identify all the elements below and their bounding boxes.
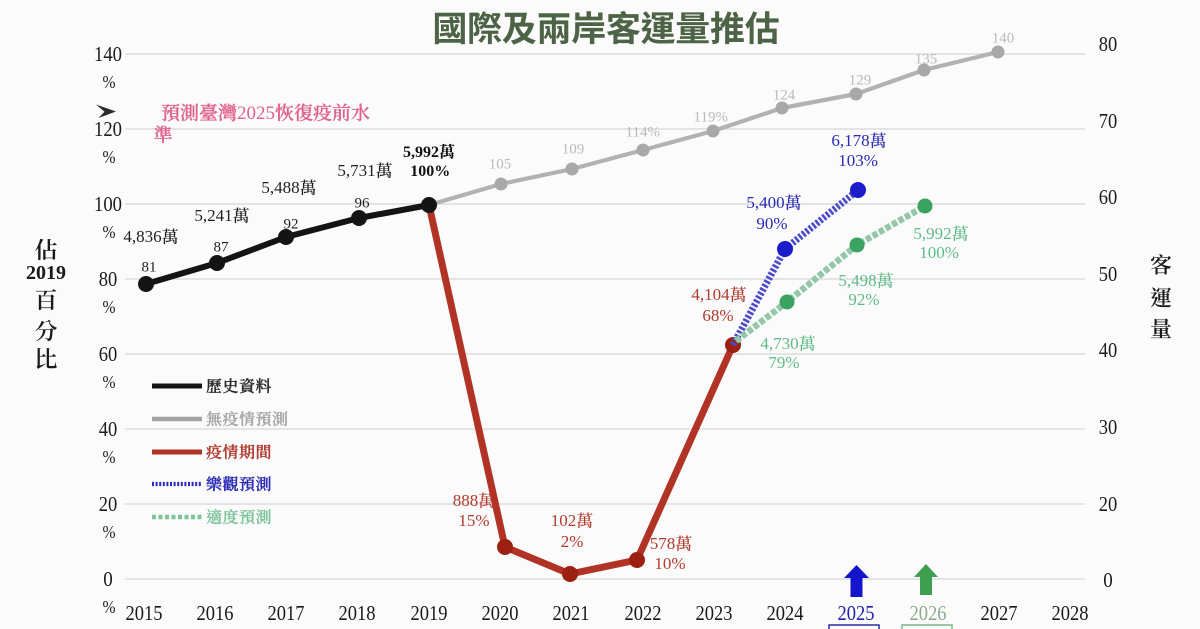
svg-text:4,730: 4,730 bbox=[760, 334, 798, 353]
svg-text:888: 888 bbox=[453, 491, 479, 510]
svg-text:2024: 2024 bbox=[767, 601, 804, 625]
svg-text:60: 60 bbox=[99, 342, 118, 366]
svg-text:92: 92 bbox=[284, 216, 299, 232]
svg-text:10%: 10% bbox=[654, 554, 685, 573]
svg-text:2015: 2015 bbox=[126, 601, 163, 625]
svg-text:6,178: 6,178 bbox=[831, 131, 869, 150]
svg-text:2022: 2022 bbox=[625, 601, 662, 625]
svg-text:90%: 90% bbox=[756, 214, 787, 233]
svg-text:%: % bbox=[103, 597, 116, 617]
svg-text:40: 40 bbox=[99, 417, 118, 441]
svg-text:0: 0 bbox=[103, 567, 113, 591]
svg-text:2026: 2026 bbox=[910, 601, 947, 625]
svg-text:124: 124 bbox=[773, 87, 796, 103]
svg-text:50: 50 bbox=[1099, 262, 1118, 286]
svg-text:87: 87 bbox=[214, 239, 230, 255]
svg-text:5,992: 5,992 bbox=[913, 224, 951, 243]
svg-text:100%: 100% bbox=[410, 163, 450, 180]
svg-text:140: 140 bbox=[94, 42, 122, 66]
svg-text:2020: 2020 bbox=[482, 601, 519, 625]
svg-text:103%: 103% bbox=[838, 151, 878, 170]
svg-text:5,400: 5,400 bbox=[746, 193, 784, 212]
svg-text:140: 140 bbox=[992, 30, 1015, 46]
svg-text:2017: 2017 bbox=[268, 601, 305, 625]
svg-text:5,241: 5,241 bbox=[194, 206, 232, 225]
svg-text:114%: 114% bbox=[626, 124, 660, 140]
svg-text:2028: 2028 bbox=[1052, 601, 1089, 625]
svg-text:80: 80 bbox=[1099, 32, 1118, 56]
svg-text:68%: 68% bbox=[702, 306, 733, 325]
svg-text:80: 80 bbox=[99, 267, 118, 291]
svg-text:30: 30 bbox=[1099, 415, 1118, 439]
svg-text:129: 129 bbox=[849, 72, 872, 88]
svg-text:0: 0 bbox=[1103, 568, 1113, 592]
svg-text:60: 60 bbox=[1099, 185, 1118, 209]
svg-text:2%: 2% bbox=[561, 532, 584, 551]
svg-text:5,992: 5,992 bbox=[403, 144, 439, 161]
svg-text:%: % bbox=[103, 72, 116, 92]
svg-text:5,488: 5,488 bbox=[261, 178, 299, 197]
svg-text:120: 120 bbox=[94, 117, 122, 141]
svg-text:5,498: 5,498 bbox=[838, 271, 876, 290]
svg-text:96: 96 bbox=[355, 195, 371, 211]
svg-text:2019: 2019 bbox=[411, 601, 448, 625]
svg-text:102: 102 bbox=[551, 511, 577, 530]
svg-text:2021: 2021 bbox=[553, 601, 590, 625]
svg-text:%: % bbox=[103, 372, 116, 392]
svg-text:%: % bbox=[103, 297, 116, 317]
svg-text:109: 109 bbox=[562, 141, 585, 157]
svg-text:119%: 119% bbox=[694, 109, 728, 125]
svg-text:%: % bbox=[103, 222, 116, 242]
svg-text:79%: 79% bbox=[768, 353, 799, 372]
svg-text:70: 70 bbox=[1099, 109, 1118, 133]
svg-text:20: 20 bbox=[1099, 492, 1118, 516]
svg-text:2019: 2019 bbox=[26, 262, 66, 284]
svg-text:2025: 2025 bbox=[838, 601, 875, 625]
svg-text:100: 100 bbox=[94, 192, 122, 216]
svg-text:2023: 2023 bbox=[696, 601, 733, 625]
svg-text:100%: 100% bbox=[919, 243, 959, 262]
svg-text:4,836: 4,836 bbox=[123, 227, 161, 246]
svg-text:92%: 92% bbox=[848, 290, 879, 309]
svg-text:2016: 2016 bbox=[197, 601, 234, 625]
svg-text:20: 20 bbox=[99, 492, 118, 516]
svg-text:135: 135 bbox=[915, 51, 938, 67]
svg-text:40: 40 bbox=[1099, 338, 1118, 362]
svg-text:15%: 15% bbox=[458, 511, 489, 530]
svg-text:2027: 2027 bbox=[981, 601, 1018, 625]
svg-text:%: % bbox=[103, 447, 116, 467]
svg-text:5,731: 5,731 bbox=[337, 161, 375, 180]
svg-text:2018: 2018 bbox=[339, 601, 376, 625]
svg-text:%: % bbox=[103, 522, 116, 542]
svg-text:4,104: 4,104 bbox=[691, 285, 730, 304]
svg-text:2025: 2025 bbox=[237, 103, 275, 124]
svg-text:%: % bbox=[103, 147, 116, 167]
svg-text:81: 81 bbox=[142, 259, 157, 275]
svg-text:105: 105 bbox=[489, 156, 512, 172]
svg-text:578: 578 bbox=[650, 534, 676, 553]
